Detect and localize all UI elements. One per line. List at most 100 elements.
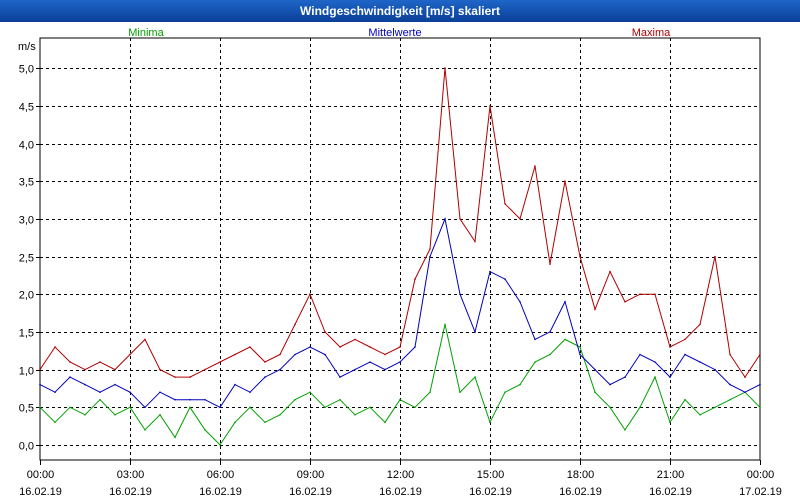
data-point-maxima — [39, 368, 41, 371]
data-point-minima — [84, 414, 86, 416]
data-point-maxima — [384, 353, 386, 356]
data-point-minima — [309, 391, 311, 394]
data-point-minima — [504, 391, 506, 394]
data-point-minima — [594, 391, 596, 394]
x-tick-date-label: 16.02.19 — [19, 486, 62, 498]
x-tick-time-label: 03:00 — [117, 469, 145, 481]
data-point-minima — [654, 376, 656, 378]
data-point-mittelwerte — [159, 391, 161, 394]
data-point-mittelwerte — [204, 398, 206, 401]
data-point-maxima — [189, 376, 191, 378]
x-tick-date-label: 16.02.19 — [649, 486, 692, 498]
data-point-minima — [369, 406, 371, 409]
data-point-minima — [174, 436, 176, 439]
data-point-mittelwerte — [579, 353, 581, 356]
data-point-minima — [669, 421, 671, 424]
data-point-maxima — [129, 353, 131, 356]
data-point-mittelwerte — [714, 368, 716, 371]
y-tick-label: 1,5 — [19, 328, 34, 340]
data-point-mittelwerte — [654, 361, 656, 363]
data-point-minima — [294, 398, 296, 401]
data-point-minima — [564, 338, 566, 341]
data-point-mittelwerte — [84, 383, 86, 386]
x-tick-date-label: 16.02.19 — [469, 486, 512, 498]
data-point-minima — [54, 421, 56, 424]
data-point-minima — [339, 398, 341, 401]
y-tick-label: 0,0 — [19, 441, 34, 453]
data-point-minima — [759, 406, 761, 409]
x-tick-time-label: 15:00 — [477, 469, 505, 481]
data-point-mittelwerte — [669, 376, 671, 378]
data-point-maxima — [504, 203, 506, 205]
legend-entry-maxima: Maxima — [632, 27, 671, 39]
data-point-maxima — [429, 248, 431, 250]
data-point-minima — [609, 406, 611, 409]
data-point-minima — [624, 429, 626, 431]
data-point-mittelwerte — [324, 353, 326, 356]
data-point-mittelwerte — [504, 278, 506, 280]
legend-entry-minima: Minima — [128, 27, 164, 39]
data-point-mittelwerte — [129, 391, 131, 394]
data-point-mittelwerte — [639, 353, 641, 356]
data-point-mittelwerte — [684, 353, 686, 356]
window-title-bar: Windgeschwindigkeit [m/s] skaliert — [0, 0, 800, 22]
x-tick-time-label: 00:00 — [747, 469, 775, 481]
data-point-minima — [429, 391, 431, 394]
data-point-minima — [714, 406, 716, 409]
data-point-mittelwerte — [264, 376, 266, 378]
data-point-minima — [384, 421, 386, 424]
data-point-mittelwerte — [474, 331, 476, 333]
data-point-minima — [444, 323, 446, 326]
data-point-mittelwerte — [744, 391, 746, 394]
data-point-minima — [699, 414, 701, 416]
data-point-minima — [264, 421, 266, 424]
data-point-maxima — [534, 165, 536, 167]
data-point-maxima — [729, 353, 731, 356]
data-point-minima — [144, 429, 146, 431]
y-axis-label: m/s — [18, 41, 36, 53]
data-point-maxima — [549, 263, 551, 265]
data-point-maxima — [399, 346, 401, 348]
data-point-minima — [579, 346, 581, 348]
y-tick-label: 2,5 — [19, 253, 34, 265]
data-point-mittelwerte — [114, 383, 116, 386]
data-point-mittelwerte — [699, 361, 701, 363]
data-point-maxima — [759, 353, 761, 356]
x-tick-date-label: 16.02.19 — [559, 486, 602, 498]
data-point-maxima — [594, 308, 596, 311]
data-point-mittelwerte — [309, 346, 311, 348]
x-tick-date-label: 16.02.19 — [289, 486, 332, 498]
y-tick-label: 0,5 — [19, 403, 34, 415]
data-point-minima — [519, 383, 521, 386]
data-point-maxima — [234, 353, 236, 356]
y-tick-label: 3,0 — [19, 215, 34, 227]
data-point-maxima — [69, 361, 71, 363]
data-point-maxima — [579, 255, 581, 258]
y-tick-label: 3,5 — [19, 177, 34, 189]
data-point-minima — [729, 398, 731, 401]
data-point-minima — [474, 376, 476, 378]
data-point-maxima — [414, 278, 416, 280]
data-point-mittelwerte — [594, 368, 596, 371]
data-point-mittelwerte — [729, 383, 731, 386]
data-point-mittelwerte — [219, 406, 221, 409]
x-tick-date-label: 16.02.19 — [109, 486, 152, 498]
data-point-mittelwerte — [339, 376, 341, 378]
data-point-maxima — [249, 346, 251, 348]
data-point-maxima — [369, 346, 371, 348]
data-point-maxima — [279, 353, 281, 356]
legend-entry-mittelwerte: Mittelwerte — [368, 27, 421, 39]
data-point-mittelwerte — [489, 270, 491, 273]
data-point-minima — [39, 406, 41, 409]
data-point-minima — [684, 398, 686, 401]
data-point-mittelwerte — [549, 331, 551, 333]
data-point-mittelwerte — [759, 383, 761, 386]
data-point-maxima — [144, 338, 146, 341]
data-point-maxima — [294, 323, 296, 326]
data-point-maxima — [639, 293, 641, 296]
x-tick-date-label: 16.02.19 — [199, 486, 242, 498]
data-point-minima — [159, 414, 161, 416]
data-point-mittelwerte — [189, 398, 191, 401]
x-tick-date-label: 17.02.19 — [739, 486, 782, 498]
data-point-mittelwerte — [354, 368, 356, 371]
